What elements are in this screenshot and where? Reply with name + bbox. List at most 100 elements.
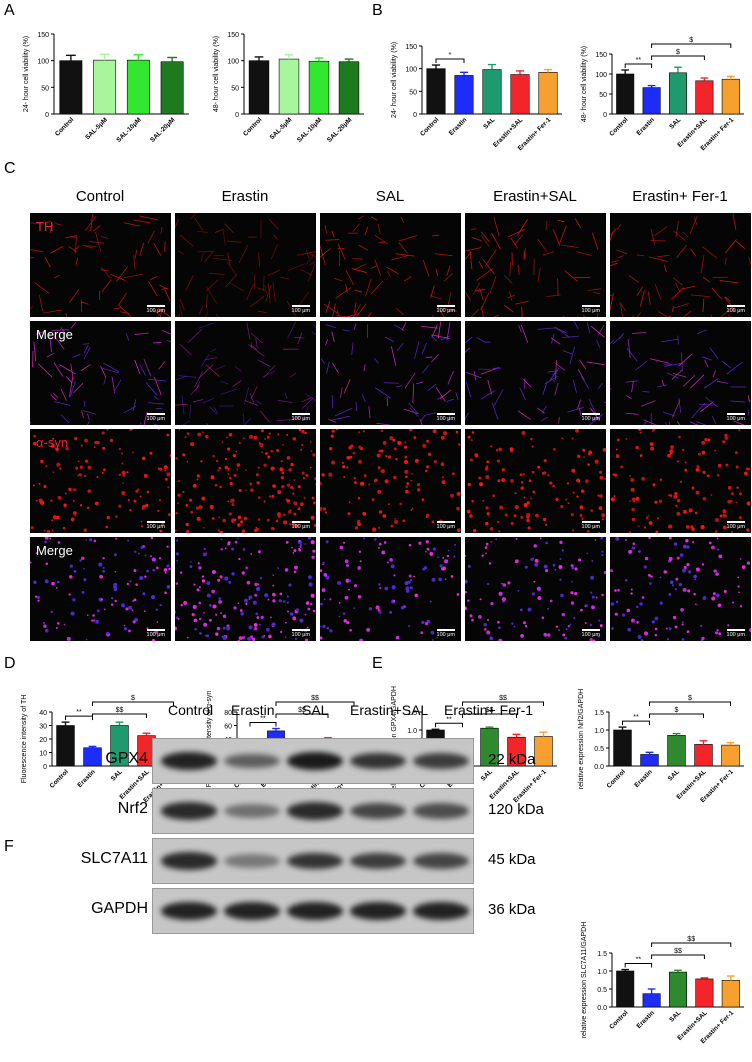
y-axis-label: relative expression SLC7A11/GAPDH (581, 922, 588, 1039)
micrograph-tile: 100 μm (320, 429, 461, 533)
micrograph-row-label: TH (36, 219, 54, 234)
significance-label: $ (131, 695, 135, 702)
micrograph-column-label: SAL (375, 188, 405, 205)
bar (56, 725, 75, 767)
y-tick-label: 20 (39, 737, 47, 744)
y-tick-label: 0 (43, 764, 47, 771)
protein-label: GPX4 (105, 750, 148, 767)
scale-bar-label: 100 μm (726, 308, 745, 314)
micrograph-tile: 100 μm α-syn (30, 429, 171, 533)
bar (694, 744, 713, 767)
bar (338, 61, 360, 115)
protein-label: GAPDH (91, 900, 148, 917)
scale-bar: 100 μm (292, 629, 310, 638)
scale-bar-label: 100 μm (146, 524, 165, 530)
micrograph-tile: 100 μm (175, 213, 316, 317)
bar (507, 736, 526, 767)
bar (59, 60, 83, 115)
y-tick-label: 1.0 (594, 728, 604, 735)
blot-band (161, 802, 217, 820)
y-tick-label: 50 (41, 85, 49, 92)
protein-label: Nrf2 (117, 800, 148, 817)
micrograph-texture (30, 537, 171, 641)
y-axis-label: 48- hour cell viability (%) (581, 46, 588, 122)
y-tick-label: 150 (595, 52, 607, 59)
panel-label-c: C (4, 160, 16, 177)
x-tick-label: Control (608, 116, 629, 137)
micrograph-tile: 100 μm (465, 537, 606, 641)
bar (721, 980, 740, 1008)
micrograph-tile: 100 μm (320, 537, 461, 641)
micrograph-texture (175, 537, 316, 641)
scale-bar: 100 μm (437, 305, 455, 314)
micrograph-texture (320, 321, 459, 425)
y-axis-label: 24- hour cell viability (%) (23, 36, 30, 112)
y-tick-label: 10 (39, 751, 47, 758)
panel-label-b: B (372, 2, 383, 19)
micrograph-column-label: Control (75, 188, 125, 205)
scale-bar-label: 100 μm (146, 632, 165, 638)
significance-bracket (651, 942, 732, 947)
chart-svg: 0 50 100 150 24- hour cell viability (%) Cont… (391, 42, 562, 152)
micrograph-row-label: Merge (36, 543, 73, 558)
micrograph-tile: 100 μm (320, 321, 461, 425)
y-tick-label: 0.0 (594, 764, 604, 771)
micrograph-texture (320, 537, 460, 641)
western-column-label: SAL (302, 702, 329, 718)
chart-svg: 0 50 100 150 48- hour cell viability (%) Cont… (213, 32, 364, 144)
molecular-weight-label: 120 kDa (488, 801, 544, 818)
bar (83, 747, 102, 767)
significance-label: $ (675, 707, 679, 714)
molecular-weight-label: 22 kDa (488, 751, 536, 768)
bar (534, 736, 553, 767)
bar (640, 754, 659, 767)
significance-bracket (275, 701, 355, 706)
bar (613, 729, 632, 767)
y-tick-label: 150 (405, 44, 417, 51)
y-tick-label: 1.0 (597, 969, 607, 976)
chart-svg: 0 50 100 150 48- hour cell viability (%) Cont… (581, 37, 744, 152)
blot-strip (152, 788, 474, 834)
scale-bar: 100 μm (437, 521, 455, 530)
panel-label-a: A (4, 2, 15, 19)
blot-band (287, 802, 343, 820)
micrograph-column-label: Erastin (221, 188, 269, 205)
x-tick-label: SAL (110, 768, 124, 782)
significance-label: ** (633, 714, 639, 721)
scale-bar: 100 μm (147, 413, 165, 422)
panel-label-d: D (4, 655, 16, 672)
blot-band (413, 902, 469, 920)
western-column-label: Erastin+SAL (350, 702, 429, 718)
blot-band (350, 803, 406, 819)
significance-bracket (649, 701, 731, 706)
significance-label: $$ (499, 695, 507, 702)
scale-bar: 100 μm (727, 413, 745, 422)
y-tick-label: 1.5 (407, 710, 417, 717)
x-tick-label: Control (242, 116, 263, 137)
bar (668, 971, 688, 1008)
scale-bar-label: 100 μm (581, 308, 600, 314)
significance-label: $$ (298, 707, 306, 714)
micrograph-tile: 100 μm (320, 213, 461, 317)
micrograph-texture (610, 213, 751, 317)
micrograph-row-label: Merge (36, 327, 73, 342)
western-column-label: Erastin (231, 702, 275, 718)
significance-label: $$ (116, 707, 124, 714)
micrograph-tile: 100 μm (465, 429, 606, 533)
blot-band (413, 853, 469, 869)
y-tick-label: 100 (595, 72, 607, 79)
bar (616, 970, 635, 1008)
blot-band (350, 902, 406, 920)
micrograph-tile: 100 μm (465, 213, 606, 317)
scale-bar-label: 100 μm (436, 308, 455, 314)
molecular-weight-label: 36 kDa (488, 901, 536, 918)
micrograph-tile: 100 μm (175, 537, 316, 641)
chart-svg: 0.0 0.5 1.0 1.5 relative expression Nrf2/GAP… (578, 689, 744, 804)
y-tick-label: 150 (37, 32, 49, 39)
blot-band (287, 902, 343, 920)
blot-band (224, 804, 280, 818)
x-tick-label: Control (419, 116, 440, 137)
micrograph-texture (610, 429, 751, 533)
chart-a1: 0 50 100 150 24- hour cell viability (%) Cont… (10, 22, 195, 162)
blot-band (413, 803, 469, 819)
